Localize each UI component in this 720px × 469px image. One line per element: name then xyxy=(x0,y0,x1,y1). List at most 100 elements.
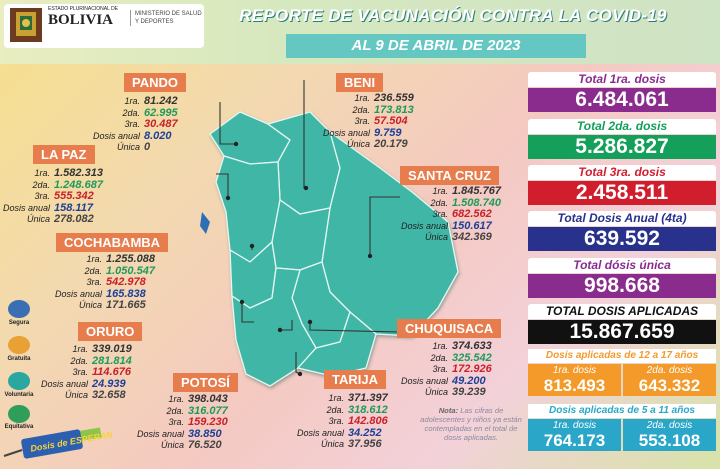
stat-value: 57.504 xyxy=(374,115,408,128)
footnote-text: Las cifras de adolescentes y niños ya es… xyxy=(420,406,522,442)
side-label-equitativa: Equitativa xyxy=(4,424,34,430)
stat-value: 278.082 xyxy=(54,213,94,226)
stat-label: 2da. xyxy=(84,265,102,276)
stat-label: Dosis anual xyxy=(54,288,102,299)
hand-icon xyxy=(8,372,30,390)
stat-value: 158.117 xyxy=(54,201,93,214)
stat-label: Dosis anual xyxy=(40,378,88,389)
stat-row: 1ra. 398.043 xyxy=(136,393,227,406)
stat-value: 316.077 xyxy=(188,404,228,417)
stat-label: 3ra. xyxy=(168,417,184,428)
ministry-name: MINISTERIO DE SALUD Y DEPORTES xyxy=(130,10,202,26)
stat-label: Única xyxy=(424,232,448,243)
stat-row: 2da. 318.612 xyxy=(296,404,387,417)
dept-label-la-paz: LA PAZ xyxy=(33,145,95,164)
stat-value: 171.665 xyxy=(106,299,146,312)
stat-value: 39.239 xyxy=(452,386,486,399)
country-name: BOLIVIA xyxy=(48,12,114,28)
dept-label-pando: PANDO xyxy=(124,73,186,92)
stat-row: 3ra. 172.926 xyxy=(400,364,491,376)
dept-label-santa-cruz: SANTA CRUZ xyxy=(400,166,500,185)
stat-value: 24.939 xyxy=(92,377,126,390)
stat-label: 1ra. xyxy=(124,96,140,106)
stat-row: 3ra. 682.562 xyxy=(400,209,501,221)
stat-value: 236.559 xyxy=(374,92,414,104)
stat-value: 150.617 xyxy=(452,219,492,232)
adolescents-second-value: 643.332 xyxy=(638,376,701,395)
stat-value: 76.520 xyxy=(188,439,222,452)
dept-stats-pando: 1ra. 81.242 2da. 62.995 3ra. 30.487 Dosis anua… xyxy=(92,95,178,154)
stat-label: 3ra. xyxy=(328,416,344,427)
stat-label: 1ra. xyxy=(432,341,448,351)
scales-icon xyxy=(8,405,30,423)
stat-row: 2da. 1.508.740 xyxy=(400,197,500,210)
stat-label: 2da. xyxy=(122,107,140,118)
stat-row: 1ra. 236.559 xyxy=(322,92,414,105)
stat-value: 374.633 xyxy=(452,340,492,352)
footnote-label: Nota: xyxy=(438,406,459,415)
stat-label: 2da. xyxy=(430,197,448,208)
stat-row: Única 171.665 xyxy=(54,300,155,312)
stat-row: Dosis anual 8.020 xyxy=(92,130,178,143)
stat-row: Única 32.658 xyxy=(40,390,132,402)
stat-label: Única xyxy=(116,142,140,153)
children-first-value: 764.173 xyxy=(543,431,606,450)
stat-value: 9.759 xyxy=(374,126,402,139)
stat-label: Dosis anual xyxy=(400,220,448,231)
dept-label-oruro: ORURO xyxy=(78,322,143,341)
stat-label: Dosis anual xyxy=(322,127,370,138)
stat-label: 3ra. xyxy=(432,209,448,220)
dept-label-beni: BENI xyxy=(336,73,384,92)
stat-label: 3ra. xyxy=(72,367,88,378)
total-annual-dose-value: 639.592 xyxy=(528,227,716,251)
stat-value: 30.487 xyxy=(144,118,178,131)
stat-row: 1ra. 1.582.313 xyxy=(2,167,102,180)
stat-row: Dosis anual 165.838 xyxy=(54,288,155,301)
stat-row: 1ra. 339.019 xyxy=(40,343,132,356)
total-third-dose-value: 2.458.511 xyxy=(528,181,716,205)
stat-label: 1ra. xyxy=(72,344,88,354)
adolescents-first-label: 1ra. dosis xyxy=(552,365,597,376)
dept-stats-chuquisaca: 1ra. 374.633 2da. 325.542 3ra. 172.926 Dosis a… xyxy=(400,340,492,399)
stat-value: 34.252 xyxy=(348,426,382,439)
stat-value: 1.050.547 xyxy=(106,264,155,277)
adolescents-first-cell: 1ra. dosis 813.493 xyxy=(528,364,621,396)
stat-row: Única 76.520 xyxy=(136,440,228,452)
stat-label: Dosis anual xyxy=(2,202,50,213)
state-logo-text: ESTADO PLURINACIONAL DE BOLIVIA xyxy=(48,6,128,28)
stat-value: 114.676 xyxy=(92,366,131,379)
stat-label: 3ra. xyxy=(354,116,370,127)
total-annual-dose-label: Total Dosis Anual (4ta) xyxy=(528,211,716,226)
footnote: Nota: Las cifras de adolescentes y niños… xyxy=(420,406,522,442)
bolivia-map xyxy=(200,80,459,387)
stat-label: Única xyxy=(78,300,102,311)
dept-label-chuquisaca: CHUQUISACA xyxy=(397,319,502,338)
stat-row: Única 278.082 xyxy=(2,214,103,226)
stat-value: 159.230 xyxy=(188,416,228,429)
stat-value: 173.813 xyxy=(374,103,414,116)
dept-stats-tarija: 1ra. 371.397 2da. 318.612 3ra. 142.806 Dosis a… xyxy=(296,392,388,451)
stat-value: 542.978 xyxy=(106,276,146,289)
adolescents-second-label: 2da. dosis xyxy=(646,365,693,376)
stat-row: 3ra. 542.978 xyxy=(54,277,155,289)
map-potosi xyxy=(231,267,317,387)
children-title: Dosis aplicadas de 5 a 11 años xyxy=(528,404,716,418)
stat-row: 3ra. 114.676 xyxy=(40,367,132,379)
stat-row: 2da. 316.077 xyxy=(136,404,228,418)
children-second-value: 553.108 xyxy=(638,431,701,450)
stat-row: Única 0 xyxy=(92,142,178,154)
side-label-segura: Segura xyxy=(8,320,30,326)
dept-label-potosi: POTOSÍ xyxy=(173,373,238,392)
stat-value: 142.806 xyxy=(348,415,388,428)
shield-icon xyxy=(8,300,30,318)
stat-value: 339.019 xyxy=(92,343,132,355)
stat-label: 2da. xyxy=(326,404,344,415)
bolivia-coat-of-arms-icon xyxy=(10,8,42,42)
stat-row: 3ra. 30.487 xyxy=(92,118,178,131)
stat-value: 1.248.687 xyxy=(54,178,103,191)
stat-label: 1ra. xyxy=(328,393,344,403)
stat-value: 555.342 xyxy=(54,190,94,203)
date-banner xyxy=(286,34,586,58)
total-single-dose-value: 998.668 xyxy=(528,274,716,298)
